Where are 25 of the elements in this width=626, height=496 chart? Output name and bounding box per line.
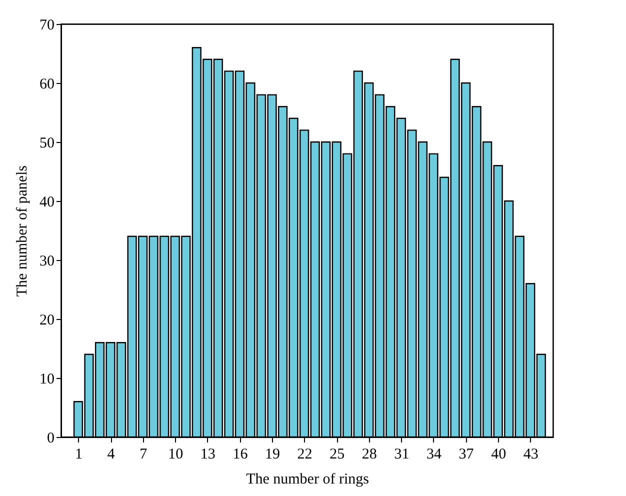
y-tick-label: 10 [40,372,54,388]
x-axis-title: The number of rings [246,472,370,488]
x-tick-label: 34 [426,446,442,462]
x-tick-label: 19 [265,446,280,462]
x-tick-label: 16 [232,446,248,462]
x-tick-label: 7 [140,446,148,462]
y-tick-label: 70 [40,18,54,34]
x-tick-label: 37 [458,446,474,462]
y-tick-label: 40 [40,194,54,210]
y-tick-label: 20 [40,312,54,328]
x-tick-label: 1 [74,446,82,462]
y-tick-label: 60 [40,76,54,92]
x-tick-label: 4 [107,446,116,462]
y-axis-title: The number of panels [14,165,30,297]
y-tick-label: 0 [47,430,54,446]
x-tick-label: 40 [491,446,506,462]
x-tick-label: 25 [330,446,345,462]
y-tick-label: 30 [40,254,54,270]
x-tick-label: 13 [200,446,216,462]
x-tick-label: 43 [523,446,538,462]
x-tick-label: 31 [394,446,410,462]
x-tick-label: 22 [297,446,312,462]
x-tick-label: 10 [168,446,184,462]
y-tick-label: 50 [40,136,54,152]
x-tick-label: 28 [362,446,377,462]
